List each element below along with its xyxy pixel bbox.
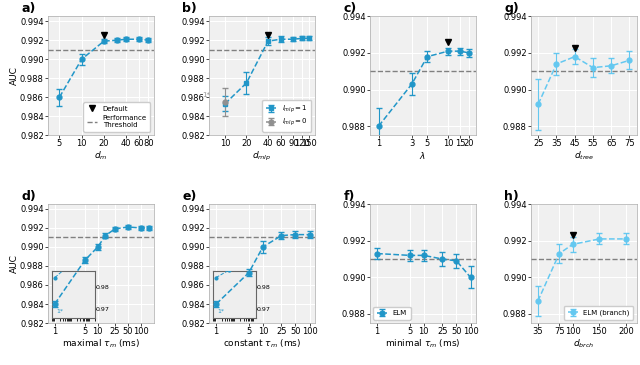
X-axis label: constant $\tau_m$ (ms): constant $\tau_m$ (ms) [223,338,301,350]
Legend: ELM: ELM [373,307,411,319]
Text: h): h) [504,190,519,203]
Text: a): a) [22,2,36,15]
Y-axis label: AUC: AUC [10,66,19,85]
X-axis label: $\lambda$: $\lambda$ [419,150,426,161]
X-axis label: $d_{brch}$: $d_{brch}$ [573,338,595,350]
X-axis label: maximal $\tau_m$ (ms): maximal $\tau_m$ (ms) [62,338,140,350]
X-axis label: $d_{tree}$: $d_{tree}$ [573,150,594,162]
Text: c): c) [344,2,356,15]
Text: b): b) [182,2,197,15]
Text: d): d) [22,190,36,203]
Text: e): e) [182,190,197,203]
Legend: $l_{mlp}=1$, $l_{mlp}=0$: $l_{mlp}=1$, $l_{mlp}=0$ [262,100,312,132]
Text: 1*: 1* [202,92,210,98]
Text: f): f) [344,190,355,203]
Legend: Default, Performance
Threshold: Default, Performance Threshold [83,102,150,132]
Legend: ELM (branch): ELM (branch) [564,306,634,319]
Text: 1*: 1* [216,310,224,316]
Text: 1*: 1* [55,310,63,316]
Y-axis label: AUC: AUC [10,254,19,273]
X-axis label: $d_m$: $d_m$ [94,150,108,162]
X-axis label: minimal $\tau_m$ (ms): minimal $\tau_m$ (ms) [385,338,461,350]
Text: g): g) [504,2,519,15]
X-axis label: $d_{mlp}$: $d_{mlp}$ [252,150,271,163]
